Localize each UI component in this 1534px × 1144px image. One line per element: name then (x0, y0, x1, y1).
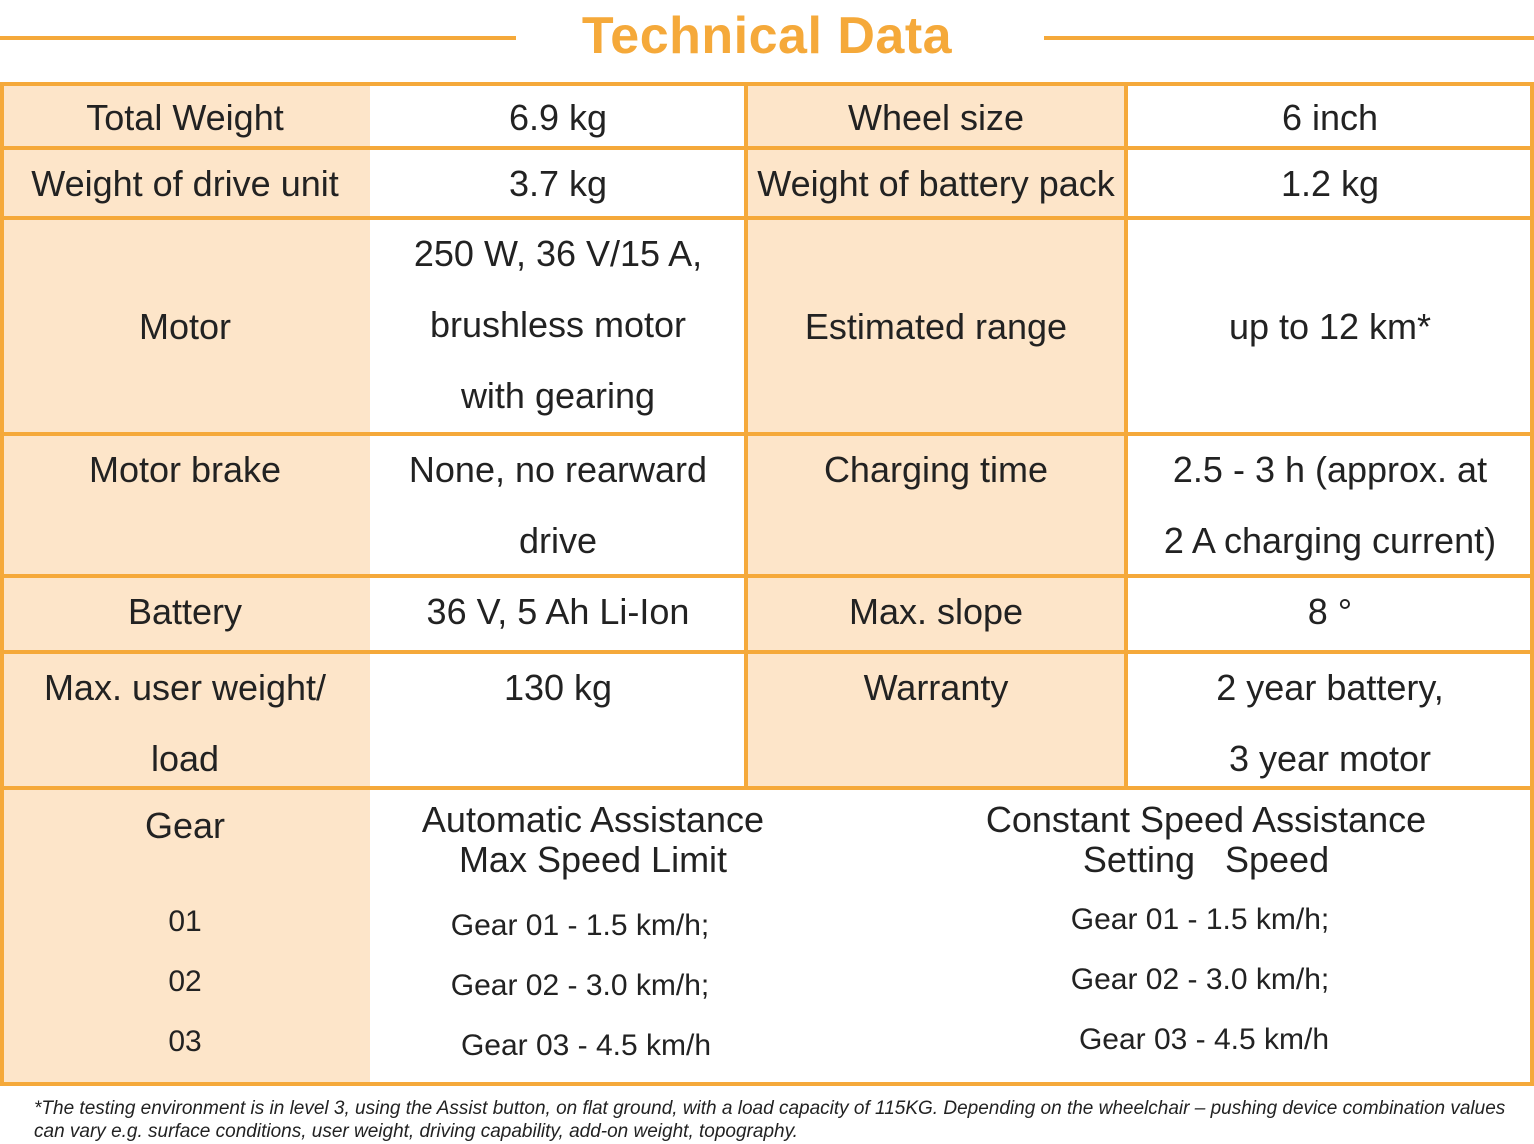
gear-values-area: Automatic Assistance Max Speed Limit Gea… (370, 788, 1534, 1086)
value-warranty-line: 3 year motor (1228, 738, 1432, 779)
value-motor-line: with gearing (460, 375, 656, 416)
row-divider (0, 216, 1534, 220)
value-estimated-range-text: up to 12 km* (1228, 305, 1432, 347)
auto-assist-value: Gear 02 - 3.0 km/h; (450, 969, 710, 1002)
auto-assist-value: Gear 03 - 4.5 km/h (460, 1029, 712, 1062)
label-max-user-weight: Max. user weight/ load (0, 652, 370, 788)
value-wheel-size: 6 inch (1126, 82, 1534, 148)
row-divider (0, 146, 1534, 150)
constant-speed-header: Constant Speed Assistance Setting Speed (956, 800, 1456, 880)
title-rule-left (0, 36, 516, 40)
table-border (0, 82, 4, 1086)
spec-table: Total Weight 6.9 kg Wheel size 6 inch We… (0, 82, 1534, 1086)
value-motor-brake-line: drive (518, 520, 598, 561)
gear-level: 01 (168, 905, 202, 938)
auto-assist-header: Automatic Assistance Max Speed Limit (370, 800, 816, 880)
value-drive-unit-weight: 3.7 kg (370, 148, 746, 218)
table-border (0, 82, 1534, 86)
label-motor-text: Motor (138, 305, 232, 347)
constant-speed-value: Gear 03 - 4.5 km/h (1078, 1023, 1330, 1056)
constant-speed-header-line: Constant Speed Assistance (985, 799, 1427, 840)
row-divider (0, 650, 1534, 654)
title-rule-right (1044, 36, 1534, 40)
label-battery-pack-weight: Weight of battery pack (746, 148, 1126, 218)
constant-speed-value: Gear 02 - 3.0 km/h; (1070, 963, 1330, 996)
value-motor-brake: None, no rearward drive (370, 434, 746, 576)
label-max-slope: Max. slope (746, 576, 1126, 652)
label-motor-brake: Motor brake (0, 434, 370, 576)
label-total-weight: Total Weight (0, 82, 370, 148)
value-warranty-line: 2 year battery, (1216, 667, 1444, 708)
auto-assist-header-line: Automatic Assistance (421, 799, 765, 840)
label-estimated-range: Estimated range (746, 218, 1126, 434)
label-charging-time: Charging time (746, 434, 1126, 576)
label-battery: Battery (0, 576, 370, 652)
gear-level: 02 (168, 965, 202, 998)
label-warranty: Warranty (746, 652, 1126, 788)
gear-label: Gear (144, 805, 226, 846)
constant-speed-header-line: Setting Speed (1082, 839, 1330, 880)
value-motor-line: brushless motor (429, 304, 687, 345)
footnote: *The testing environment is in level 3, … (34, 1098, 1506, 1142)
page-title: Technical Data (581, 7, 953, 65)
auto-assist-header-line: Max Speed Limit (458, 839, 728, 880)
label-estimated-range-text: Estimated range (804, 305, 1068, 347)
table-border (1530, 82, 1534, 1086)
value-motor: 250 W, 36 V/15 A, brushless motor with g… (370, 218, 746, 434)
gear-label-column: Gear 01 02 03 (0, 788, 370, 1086)
value-battery-pack-weight: 1.2 kg (1126, 148, 1534, 218)
auto-assist-value: Gear 01 - 1.5 km/h; (450, 909, 710, 942)
value-battery: 36 V, 5 Ah Li-Ion (370, 576, 746, 652)
constant-speed-value: Gear 01 - 1.5 km/h; (1070, 903, 1330, 936)
label-wheel-size: Wheel size (746, 82, 1126, 148)
row-divider (0, 786, 1534, 790)
value-motor-line: 250 W, 36 V/15 A, (413, 233, 703, 274)
value-charging-time-line: 2.5 - 3 h (approx. at (1172, 449, 1488, 490)
label-max-user-weight-line: Max. user weight/ (43, 667, 327, 708)
table-border (0, 1082, 1534, 1086)
value-charging-time: 2.5 - 3 h (approx. at 2 A charging curre… (1126, 434, 1534, 576)
row-divider (0, 432, 1534, 436)
value-total-weight: 6.9 kg (370, 82, 746, 148)
label-max-user-weight-line: load (150, 738, 220, 779)
label-motor: Motor (0, 218, 370, 434)
column-divider (744, 82, 748, 788)
value-motor-brake-line: None, no rearward (408, 449, 708, 490)
gear-level: 03 (168, 1025, 202, 1058)
value-max-user-weight: 130 kg (370, 652, 746, 788)
value-charging-time-line: 2 A charging current) (1163, 520, 1497, 561)
value-estimated-range: up to 12 km* (1126, 218, 1534, 434)
column-divider (1124, 82, 1128, 788)
value-warranty: 2 year battery, 3 year motor (1126, 652, 1534, 788)
row-divider (0, 574, 1534, 578)
value-max-slope: 8 ° (1126, 576, 1534, 652)
label-drive-unit-weight: Weight of drive unit (0, 148, 370, 218)
